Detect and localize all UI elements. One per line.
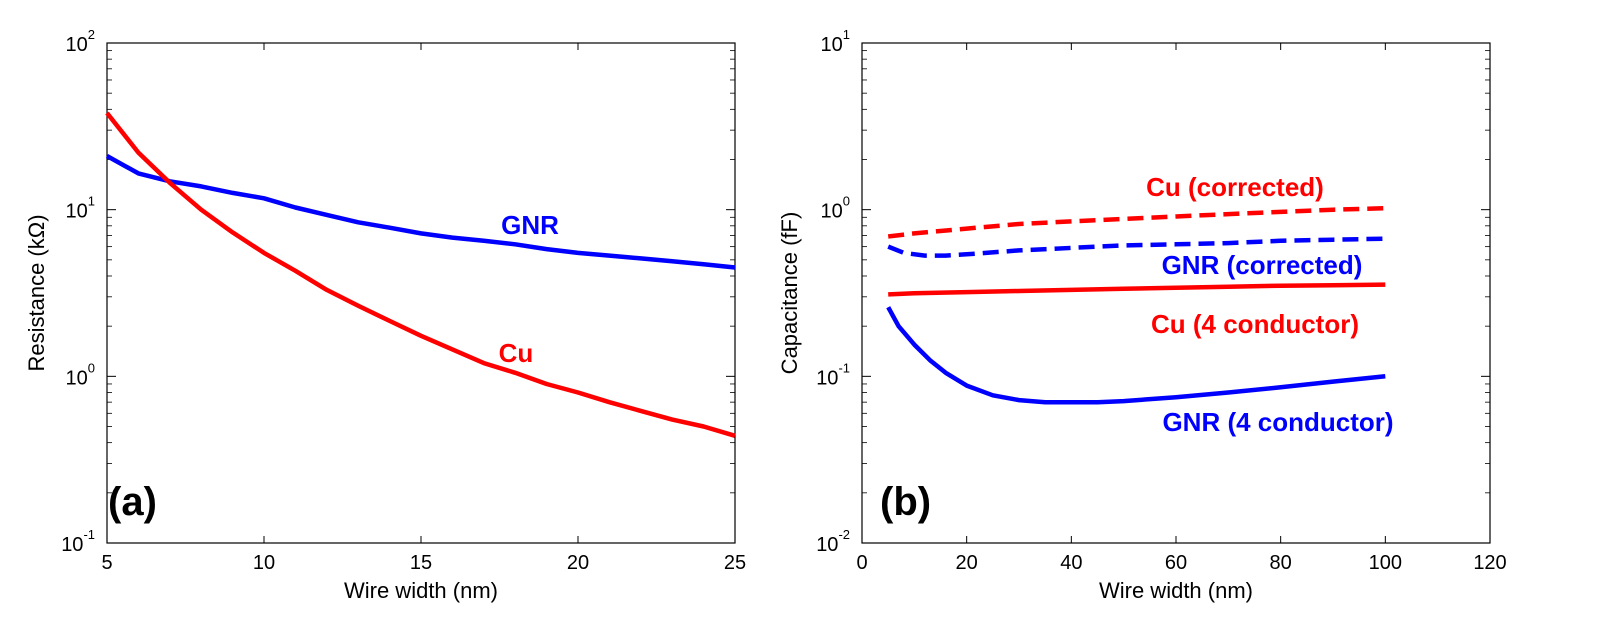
x-tick-label: 20 <box>567 552 589 574</box>
x-tick-label: 100 <box>1369 552 1402 574</box>
plot-frame <box>107 43 735 543</box>
chart-panel-2: 0 20 40 60 80 100 120 10-2 10-1 100 101 Wire width … <box>777 27 1507 603</box>
y-tick-label: 10-1 <box>61 527 95 556</box>
x-tick-label: 15 <box>410 552 432 574</box>
y-axis-label: Resistance (kΩ) <box>24 214 49 371</box>
x-tick-label: 0 <box>856 552 867 574</box>
x-tick-label: 20 <box>956 552 978 574</box>
panel-label: (b) <box>880 480 931 524</box>
x-tick-label: 10 <box>253 552 275 574</box>
y-tick-label: 102 <box>66 27 95 56</box>
series-line-3 <box>888 285 1385 295</box>
x-tick-label: 120 <box>1473 552 1506 574</box>
y-tick-label: 10-2 <box>816 527 850 556</box>
x-axis-label: Wire width (nm) <box>344 578 498 603</box>
y-tick-label: 101 <box>821 27 850 56</box>
series-label-2: GNR (corrected) <box>1162 250 1363 280</box>
series-label-1: Cu (corrected) <box>1146 172 1324 202</box>
chart-panel-1: 5 10 15 20 25 10-1 100 101 102 Wire width (nm) Res… <box>24 27 746 603</box>
x-tick-label: 25 <box>724 552 746 574</box>
series-label-3: Cu (4 conductor) <box>1151 309 1359 339</box>
x-tick-label: 80 <box>1270 552 1292 574</box>
y-tick-label: 10-1 <box>816 360 850 389</box>
y-tick-label: 101 <box>66 194 95 223</box>
x-tick-label: 40 <box>1060 552 1082 574</box>
y-axis-label: Capacitance (fF) <box>777 212 802 375</box>
series-label-2: Cu <box>499 338 534 368</box>
series-line-1 <box>888 208 1385 236</box>
series-label-1: GNR <box>501 210 559 240</box>
series-line-2 <box>107 113 735 436</box>
x-axis-label: Wire width (nm) <box>1099 578 1253 603</box>
x-tick-label: 5 <box>101 552 112 574</box>
y-tick-label: 100 <box>821 194 850 223</box>
y-tick-label: 100 <box>66 360 95 389</box>
x-tick-label: 60 <box>1165 552 1187 574</box>
series-label-4: GNR (4 conductor) <box>1162 407 1393 437</box>
panel-label: (a) <box>108 480 157 524</box>
